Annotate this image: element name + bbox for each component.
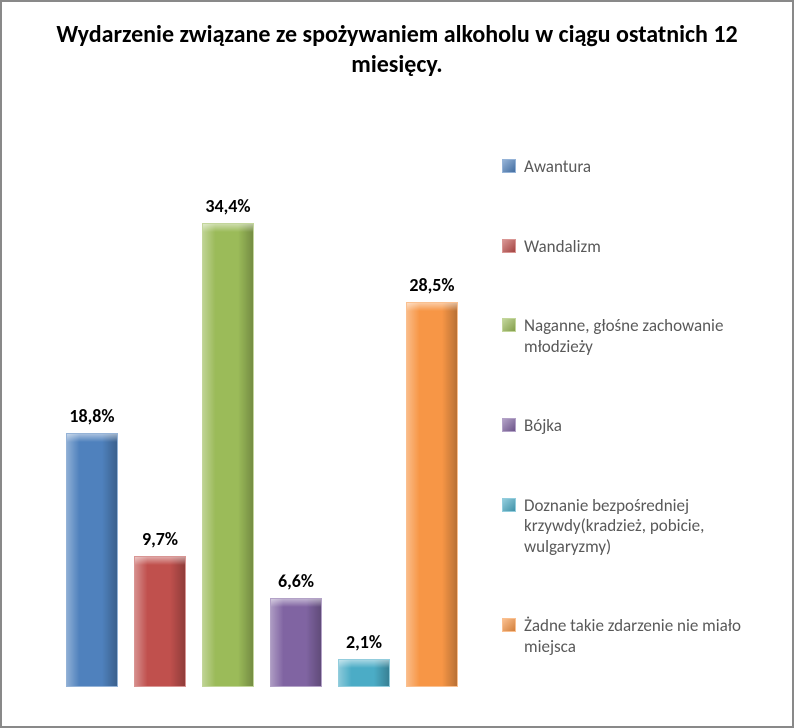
legend-label: Awantura [524, 157, 772, 177]
legend-item: Wandalizm [502, 237, 772, 257]
bar-value-label: 6,6% [278, 570, 314, 592]
bar-wandalizm [134, 556, 185, 687]
plot-area: 18,8% 9,7% 34,4% 6,6% 2,1% 28,5% [52, 147, 472, 687]
bar-slot: 28,5% [400, 147, 464, 687]
bar-value-label: 2,1% [346, 631, 382, 653]
bar-value-label: 34,4% [205, 195, 250, 217]
legend-item: Naganne, głośne zachowanie młodzieży [502, 316, 772, 357]
legend-item: Awantura [502, 157, 772, 177]
bar-value-label: 28,5% [409, 274, 454, 296]
bar-slot: 18,8% [60, 147, 124, 687]
legend-swatch-icon [502, 498, 516, 512]
bar-bojka [270, 598, 321, 687]
legend-label: Doznanie bezpośredniej krzywdy(kradzież,… [524, 496, 772, 557]
legend-swatch-icon [502, 318, 516, 332]
legend-item: Żadne takie zdarzenie nie miało miejsca [502, 616, 772, 657]
bar-zadne [406, 302, 457, 687]
bar-naganne [202, 223, 253, 687]
legend-label: Bójka [524, 416, 772, 436]
legend-label: Naganne, głośne zachowanie młodzieży [524, 316, 772, 357]
legend-item: Bójka [502, 416, 772, 436]
legend: Awantura Wandalizm Naganne, głośne zacho… [502, 147, 772, 687]
chart-container: Wydarzenie związane ze spożywaniem alkoh… [0, 0, 794, 728]
legend-swatch-icon [502, 418, 516, 432]
bar-slot: 6,6% [264, 147, 328, 687]
legend-swatch-icon [502, 239, 516, 253]
legend-label: Żadne takie zdarzenie nie miało miejsca [524, 616, 772, 657]
legend-item: Doznanie bezpośredniej krzywdy(kradzież,… [502, 496, 772, 557]
bars-group: 18,8% 9,7% 34,4% 6,6% 2,1% 28,5% [52, 147, 472, 687]
bar-value-label: 9,7% [142, 528, 178, 550]
chart-title: Wydarzenie związane ze spożywaniem alkoh… [2, 2, 792, 90]
bar-awantura [66, 433, 117, 687]
bar-slot: 2,1% [332, 147, 396, 687]
legend-label: Wandalizm [524, 237, 772, 257]
legend-swatch-icon [502, 618, 516, 632]
bar-doznanie [338, 659, 389, 687]
legend-swatch-icon [502, 159, 516, 173]
bar-value-label: 18,8% [69, 405, 114, 427]
bar-slot: 34,4% [196, 147, 260, 687]
bar-slot: 9,7% [128, 147, 192, 687]
